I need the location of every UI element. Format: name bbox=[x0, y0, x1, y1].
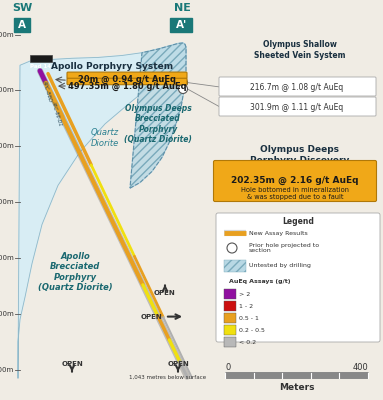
Text: 216.7m @ 1.08 g/t AuEq: 216.7m @ 1.08 g/t AuEq bbox=[250, 82, 344, 92]
Text: Prior hole projected to
section: Prior hole projected to section bbox=[249, 242, 319, 254]
Text: AuEq Assays (g/t): AuEq Assays (g/t) bbox=[229, 280, 290, 284]
Text: 497.35m @ 1.80 g/t AuEq: 497.35m @ 1.80 g/t AuEq bbox=[68, 81, 186, 90]
Text: Hole bottomed in mineralization
& was stopped due to a fault: Hole bottomed in mineralization & was st… bbox=[241, 186, 349, 200]
Bar bbox=[224, 301, 236, 311]
Bar bbox=[224, 289, 236, 299]
Text: SW: SW bbox=[12, 3, 32, 13]
Text: 202.35m @ 2.16 g/t AuEq: 202.35m @ 2.16 g/t AuEq bbox=[231, 176, 359, 184]
Text: Apollo
Brecciated
Porphyry
(Quartz Diorite): Apollo Brecciated Porphyry (Quartz Diori… bbox=[38, 252, 112, 292]
FancyBboxPatch shape bbox=[67, 78, 187, 85]
FancyBboxPatch shape bbox=[219, 97, 376, 116]
Text: Pad 14: Pad 14 bbox=[30, 64, 52, 69]
Text: 1300m: 1300m bbox=[0, 255, 14, 261]
Text: Olympus Deeps
Brecciated
Porphyry
(Quartz Diorite): Olympus Deeps Brecciated Porphyry (Quart… bbox=[124, 104, 192, 144]
Text: Legend: Legend bbox=[282, 218, 314, 226]
Bar bbox=[224, 337, 236, 347]
Text: 1 - 2: 1 - 2 bbox=[239, 304, 253, 308]
FancyBboxPatch shape bbox=[170, 18, 192, 32]
Circle shape bbox=[227, 243, 237, 253]
Text: 20m @ 0.94 g/t AuEq: 20m @ 0.94 g/t AuEq bbox=[78, 75, 176, 84]
Text: > 2: > 2 bbox=[239, 292, 250, 296]
Text: A': A' bbox=[177, 20, 188, 30]
Bar bbox=[224, 325, 236, 335]
Polygon shape bbox=[18, 43, 186, 378]
Text: Olympus Deeps
Porphyry Discovery: Olympus Deeps Porphyry Discovery bbox=[250, 145, 350, 165]
Text: 2100m: 2100m bbox=[0, 32, 14, 38]
FancyBboxPatch shape bbox=[14, 18, 30, 32]
Polygon shape bbox=[130, 43, 186, 188]
Text: Apollo Porphyry System: Apollo Porphyry System bbox=[51, 62, 173, 71]
Text: 0.5 - 1: 0.5 - 1 bbox=[239, 316, 259, 320]
Text: Meters: Meters bbox=[279, 384, 314, 392]
Text: Olympus Shallow
Sheeted Vein System: Olympus Shallow Sheeted Vein System bbox=[254, 40, 346, 60]
Text: New Assay Results: New Assay Results bbox=[249, 230, 308, 236]
Circle shape bbox=[178, 78, 188, 87]
Text: < 0.2: < 0.2 bbox=[239, 340, 256, 344]
Circle shape bbox=[178, 84, 188, 94]
Text: 301.9m @ 1.11 g/t AuEq: 301.9m @ 1.11 g/t AuEq bbox=[250, 102, 344, 112]
Text: 0.2 - 0.5: 0.2 - 0.5 bbox=[239, 328, 265, 332]
Text: A: A bbox=[18, 20, 26, 30]
Text: 900m: 900m bbox=[0, 367, 14, 373]
Text: 400: 400 bbox=[352, 362, 368, 372]
Text: 1500m: 1500m bbox=[0, 199, 14, 205]
Text: Untested by drilling: Untested by drilling bbox=[249, 264, 311, 268]
Text: 1,043 metres below surface: 1,043 metres below surface bbox=[129, 375, 206, 380]
FancyBboxPatch shape bbox=[216, 213, 380, 342]
Text: APC-88-D1: APC-88-D1 bbox=[51, 99, 63, 126]
Text: NE: NE bbox=[173, 3, 190, 13]
FancyBboxPatch shape bbox=[67, 72, 187, 78]
Text: OPEN: OPEN bbox=[154, 290, 176, 296]
Text: 1700m: 1700m bbox=[0, 143, 14, 149]
Bar bbox=[30, 55, 52, 62]
FancyBboxPatch shape bbox=[219, 77, 376, 96]
Text: Quartz
Diorite: Quartz Diorite bbox=[91, 128, 119, 148]
Text: OPEN: OPEN bbox=[140, 314, 162, 320]
Text: OPEN: OPEN bbox=[61, 362, 83, 368]
Text: 1900m: 1900m bbox=[0, 87, 14, 93]
Text: 0: 0 bbox=[225, 362, 230, 372]
FancyBboxPatch shape bbox=[213, 160, 376, 202]
Text: APC-88D: APC-88D bbox=[41, 79, 53, 102]
Text: OPEN: OPEN bbox=[167, 362, 189, 368]
Bar bbox=[224, 260, 246, 272]
Bar bbox=[224, 313, 236, 323]
Text: 1100m: 1100m bbox=[0, 311, 14, 317]
